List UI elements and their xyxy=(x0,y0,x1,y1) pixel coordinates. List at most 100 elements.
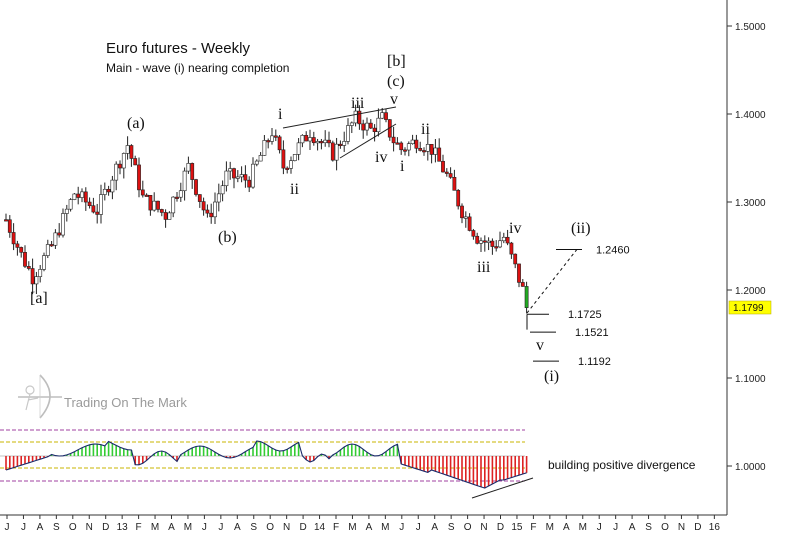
x-tick-label: S xyxy=(250,522,257,533)
candle-body xyxy=(338,143,343,146)
x-tick-label: 13 xyxy=(117,522,129,533)
candle-body xyxy=(376,117,381,133)
divergence-note: building positive divergence xyxy=(548,458,696,472)
candle-body xyxy=(327,139,331,144)
candle-body xyxy=(190,163,195,180)
y-tick-label: 1.5000 xyxy=(735,22,766,33)
candle-body xyxy=(163,212,168,220)
candle-body xyxy=(125,145,130,154)
candle-body xyxy=(186,163,191,172)
y-tick-label: 1.4000 xyxy=(735,110,766,121)
x-tick-label: S xyxy=(448,522,455,533)
candle-body xyxy=(296,142,301,155)
last-price-label: 1.1799 xyxy=(733,303,764,314)
x-tick-label: O xyxy=(266,522,274,533)
candle-body xyxy=(216,193,221,203)
candle-body xyxy=(342,141,347,146)
candle-body xyxy=(505,236,510,244)
candle-body xyxy=(513,253,518,265)
x-tick-label: A xyxy=(431,522,438,533)
candle-body xyxy=(437,147,442,162)
y-tick-label: 1.1000 xyxy=(735,374,766,385)
candle-body xyxy=(220,185,225,195)
x-tick-label: M xyxy=(151,522,159,533)
archer-logo-icon xyxy=(18,374,62,419)
candle-body xyxy=(330,142,335,161)
candle-body xyxy=(80,191,84,198)
y-tick-label: 1.0000 xyxy=(735,462,766,473)
y-tick-label: 1.2000 xyxy=(735,286,766,297)
x-tick-label: J xyxy=(202,522,207,533)
x-tick-label: M xyxy=(579,522,587,533)
candle-body xyxy=(194,179,198,195)
wave-label-b-bracket: [b] xyxy=(387,53,406,70)
candle-body xyxy=(448,173,453,178)
candle-body xyxy=(444,171,449,174)
candle-body xyxy=(129,145,134,159)
candle-body xyxy=(140,189,145,196)
x-tick-label: O xyxy=(69,522,77,533)
candle-body xyxy=(433,147,438,155)
candle-body xyxy=(471,230,476,237)
candle-body xyxy=(42,255,46,270)
candle-body xyxy=(380,112,385,119)
candle-body xyxy=(346,125,350,142)
candle-body xyxy=(498,240,502,248)
candle-body xyxy=(148,194,153,211)
candle-body xyxy=(429,143,434,155)
candle-body xyxy=(114,163,119,181)
candle-body xyxy=(228,168,233,172)
candle-body xyxy=(509,242,514,255)
candle-body xyxy=(365,122,369,131)
target-levels: 1.2460 1.1725 1.1521 1.1192 xyxy=(526,245,630,368)
candle-body xyxy=(239,174,244,178)
wave-label-ii-1: ii xyxy=(290,181,299,198)
x-tick-label: 14 xyxy=(314,522,326,533)
candle-body xyxy=(26,266,31,269)
x-tick-label: F xyxy=(136,522,142,533)
x-tick-label: 15 xyxy=(511,522,523,533)
candle-body xyxy=(285,167,290,170)
candle-body xyxy=(372,127,377,133)
candle-body xyxy=(520,282,525,287)
wave-label-b-paren: (b) xyxy=(218,229,237,246)
candle-body xyxy=(501,236,506,242)
candle-body xyxy=(258,155,263,162)
x-tick-label: J xyxy=(399,522,404,533)
candle-body xyxy=(53,232,58,246)
candle-body xyxy=(178,190,183,198)
candle-body xyxy=(197,194,202,202)
wave-label-ii-target: (ii) xyxy=(571,220,591,237)
candle-body xyxy=(292,154,297,161)
x-tick-label: J xyxy=(613,522,618,533)
candle-body xyxy=(334,143,339,161)
candle-body xyxy=(479,240,483,244)
candle-body xyxy=(182,170,187,192)
candle-body xyxy=(118,163,122,169)
candle-body xyxy=(23,252,27,267)
candle-body xyxy=(399,142,404,151)
candle-body xyxy=(49,244,54,247)
x-tick-label: J xyxy=(218,522,223,533)
x-tick-label: F xyxy=(530,522,536,533)
chart-subtitle: Main - wave (i) nearing completion xyxy=(106,61,289,75)
wave-label-iv-2: iv xyxy=(509,220,521,237)
candlestick-series xyxy=(4,104,529,314)
candle-body xyxy=(410,139,415,145)
candle-body xyxy=(403,149,407,152)
candle-body xyxy=(235,176,240,179)
candle-body xyxy=(368,122,373,129)
candle-body xyxy=(251,163,255,188)
candle-body xyxy=(205,209,210,214)
x-tick-label: O xyxy=(464,522,472,533)
candle-body xyxy=(300,135,305,144)
candle-body xyxy=(201,201,206,211)
candle-body xyxy=(422,150,426,153)
candle-body xyxy=(452,176,457,191)
candle-body xyxy=(323,139,328,144)
candle-body xyxy=(490,240,495,247)
x-tick-label: A xyxy=(168,522,175,533)
candle-body xyxy=(304,135,309,142)
last-price-box xyxy=(728,300,772,315)
